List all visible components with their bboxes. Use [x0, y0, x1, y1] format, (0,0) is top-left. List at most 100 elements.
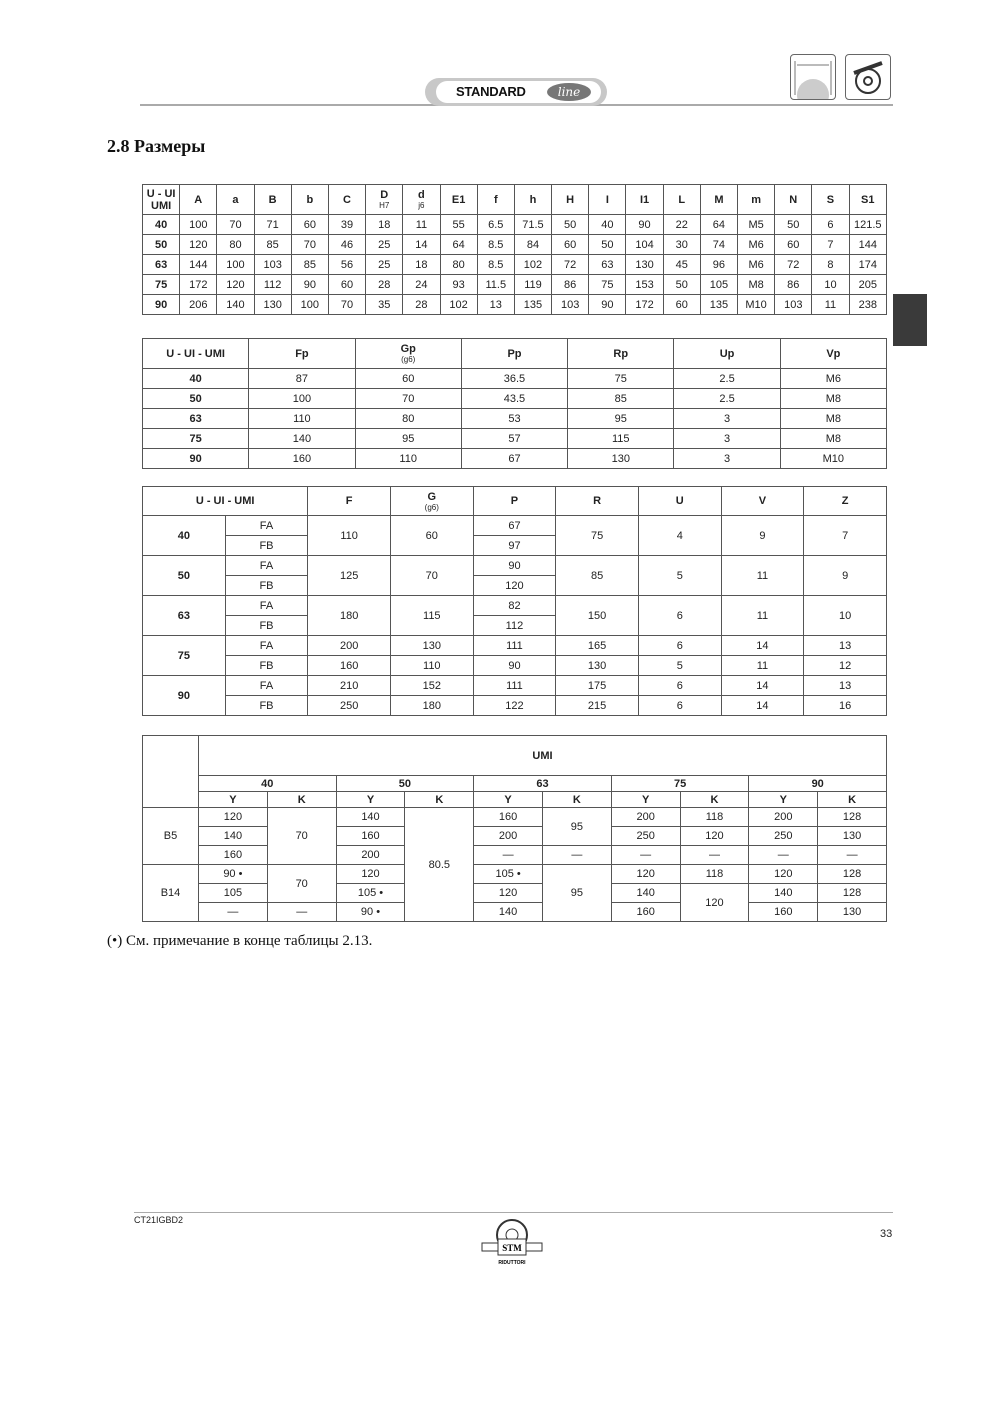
value-cell: 103: [253, 254, 292, 275]
value-cell: 140: [748, 883, 819, 903]
value-cell: 6: [637, 595, 722, 636]
value-cell: 25: [365, 234, 404, 255]
size-cell: 63: [142, 595, 226, 636]
value-cell: 130: [567, 448, 675, 469]
header-row: UMI: [142, 735, 887, 808]
value-cell: 97: [472, 535, 557, 556]
value-cell: 85: [555, 555, 639, 596]
value-cell: 22: [662, 214, 701, 235]
value-cell: 74: [699, 234, 739, 255]
header-label: b: [306, 193, 314, 206]
column-header: G (g6): [389, 486, 474, 516]
value-cell: 152: [389, 675, 474, 696]
header-tolerance: j6: [418, 201, 425, 210]
document-code: CT21IGBD2: [134, 1215, 184, 1225]
column-header: F: [307, 486, 391, 516]
flange-type-cell: FA: [224, 515, 309, 536]
size-cell: 90: [142, 675, 226, 716]
value-cell: 140: [216, 294, 255, 315]
value-cell: 64: [439, 234, 478, 255]
table-row: 140 160 200 250 120 250 130: [143, 826, 887, 846]
column-header: B: [253, 184, 292, 215]
table-row: B14 90 • 70 120 105 • 95 120 118 120 128: [142, 864, 887, 922]
table-row: FB 120: [143, 575, 887, 596]
value-cell: 70: [354, 388, 462, 409]
value-cell: 14: [720, 675, 805, 696]
column-header: U - UI - UMI: [141, 486, 309, 516]
value-cell: 90: [472, 655, 557, 676]
sub-header: Y: [610, 791, 681, 808]
value-cell: M8: [779, 408, 888, 429]
value-cell: 110: [307, 515, 391, 556]
flange-type-cell: FB: [224, 535, 309, 556]
size-cell: 50: [141, 234, 181, 255]
value-cell: 90: [472, 555, 557, 576]
header-tolerance: (g6): [401, 355, 416, 364]
value-cell: 103: [774, 294, 813, 315]
value-cell: 3: [673, 448, 781, 469]
value-cell: 2.5: [673, 368, 781, 389]
header-tolerance: (g6): [424, 502, 439, 512]
value-cell: 3: [673, 408, 781, 429]
column-header: I1: [625, 184, 664, 215]
value-cell: 86: [551, 274, 590, 295]
value-cell: 150: [555, 595, 639, 636]
value-cell: 103: [551, 294, 590, 315]
value-cell: 144: [848, 234, 888, 255]
value-cell: 5: [637, 555, 722, 596]
footnote: (•) См. примечание в конце таблицы 2.13.: [107, 933, 373, 949]
value-cell: 140: [473, 902, 543, 922]
value-cell: M6: [736, 234, 776, 255]
value-cell: 80: [354, 408, 462, 429]
dimensions-table-p: U - UI - UMI Fp Gp (g6) Pp Rp Up Vp 40 87 60 36.5 75…: [141, 338, 888, 469]
value-cell: 6: [637, 695, 722, 716]
value-cell: —: [817, 845, 887, 865]
value-cell: 112: [253, 274, 292, 295]
value-cell: 118: [679, 807, 750, 827]
value-cell: 111: [472, 675, 557, 696]
value-cell: 45: [662, 254, 701, 275]
svg-text:STM: STM: [502, 1243, 522, 1253]
column-header: V: [720, 486, 805, 516]
value-cell: 6: [637, 635, 722, 656]
table-row: 105 105 • 120 140 120 140 128: [143, 883, 887, 922]
value-cell: 28: [365, 274, 404, 295]
value-cell: 6: [637, 675, 722, 696]
size-cell: 75: [141, 428, 250, 449]
value-cell: 13: [803, 635, 887, 656]
value-cell: 120: [679, 883, 750, 922]
value-cell: 87: [248, 368, 356, 389]
value-cell: 165: [555, 635, 639, 656]
value-cell: 160: [473, 807, 543, 827]
header-label: Gp: [400, 343, 416, 355]
value-cell: 84: [513, 234, 553, 255]
size-cell: 50: [141, 388, 250, 409]
value-cell: 4: [637, 515, 722, 556]
column-header: Gp (g6): [354, 338, 462, 369]
value-cell: 100: [248, 388, 356, 409]
sub-header: K: [679, 791, 750, 808]
value-cell: 205: [848, 274, 888, 295]
value-cell: 140: [248, 428, 356, 449]
value-cell: 80.5: [404, 807, 475, 922]
header-label: C: [343, 193, 351, 206]
size-cell: 63: [141, 408, 250, 429]
column-header: m: [736, 184, 776, 215]
value-cell: 153: [625, 274, 664, 295]
value-cell: —: [610, 845, 681, 865]
value-cell: 90 •: [335, 902, 406, 922]
value-cell: 85: [253, 234, 292, 255]
value-cell: 30: [662, 234, 701, 255]
column-header: A: [179, 184, 218, 215]
column-header: C: [327, 184, 367, 215]
value-cell: M8: [736, 274, 776, 295]
value-cell: 130: [817, 826, 887, 846]
table-row: 40 100 70 71 60 39 18 11 55 6.5 71.5 50 40 90 22 64 M5 50…: [141, 214, 888, 235]
footer-rule: [134, 1212, 893, 1213]
value-cell: 140: [198, 826, 268, 846]
value-cell: 71.5: [513, 214, 553, 235]
value-cell: 105: [198, 883, 268, 903]
value-cell: 7: [803, 515, 887, 556]
header-label: Z: [841, 495, 849, 507]
header-label: f: [493, 193, 498, 206]
